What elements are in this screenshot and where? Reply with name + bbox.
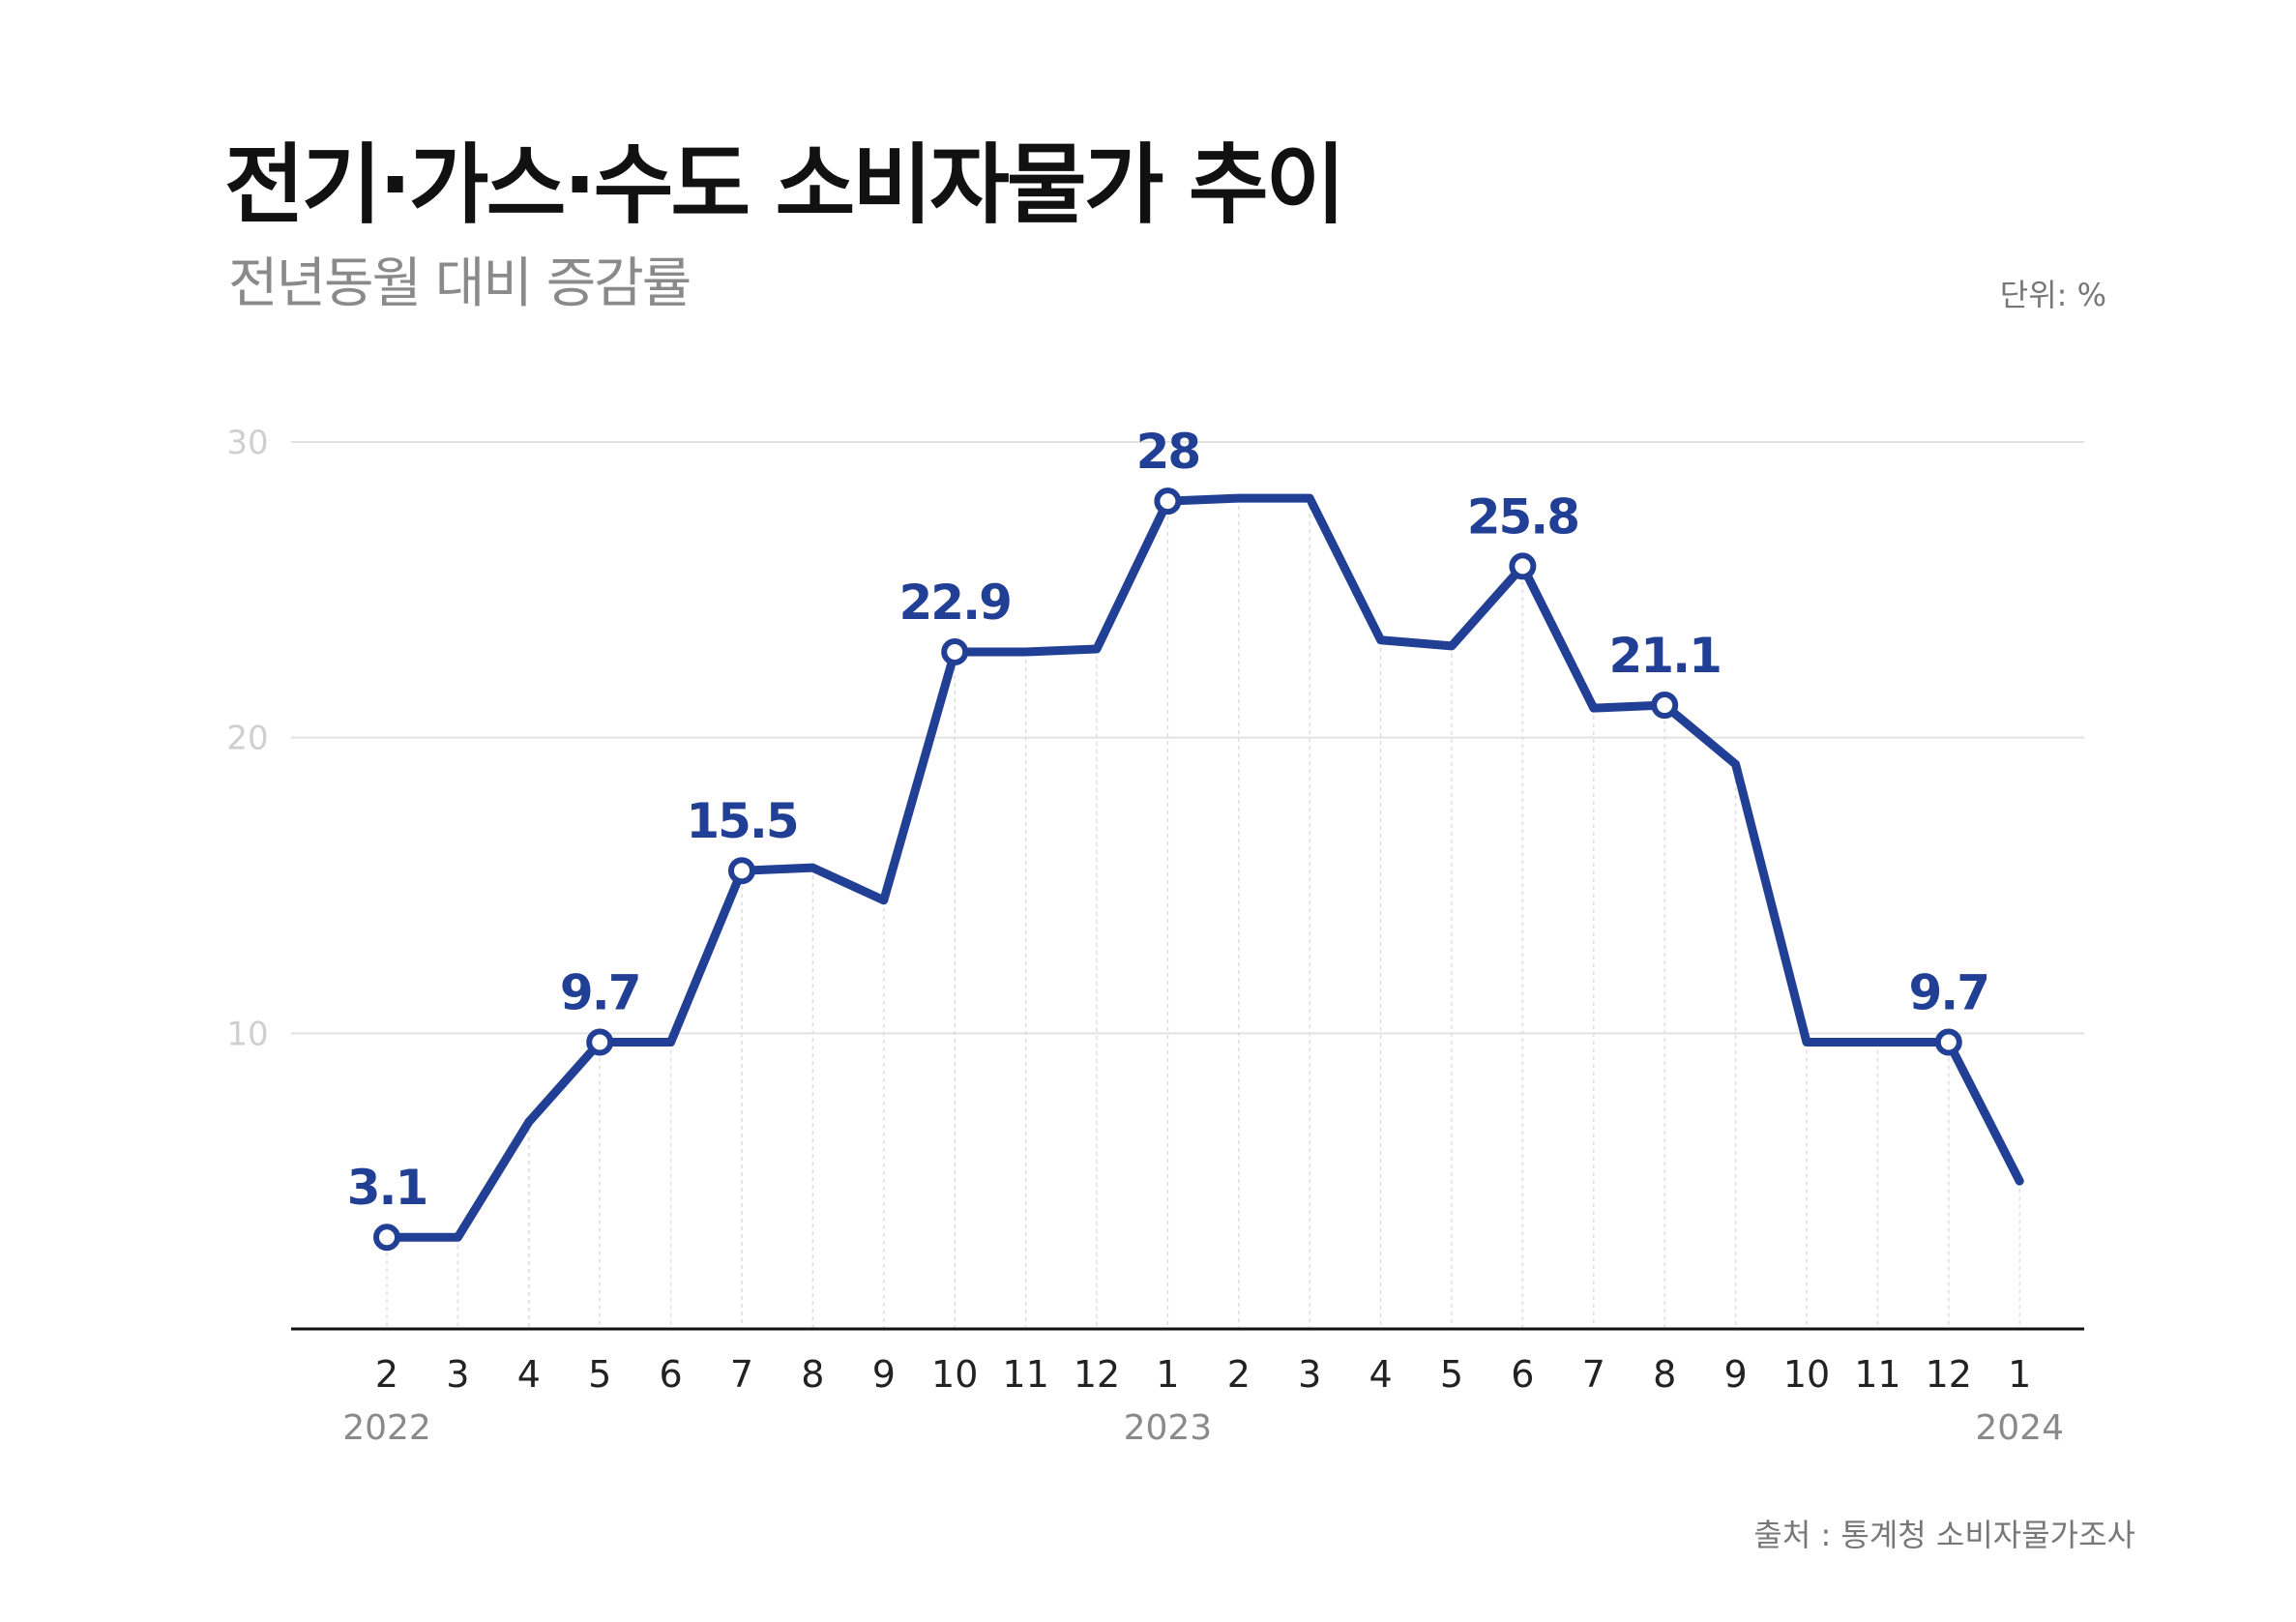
x-tick-label: 10 xyxy=(931,1353,978,1396)
chart-title: 전기·가스·수도 소비자물가 추이 xyxy=(224,134,1345,236)
data-label: 21.1 xyxy=(1609,628,1721,684)
chart-subtitle: 전년동월 대비 증감률 xyxy=(228,252,692,315)
x-tick-label: 6 xyxy=(660,1353,683,1396)
x-tick-label: 5 xyxy=(1440,1353,1463,1396)
x-tick-label: 7 xyxy=(730,1353,753,1396)
x-tick-label: 9 xyxy=(872,1353,896,1396)
data-label: 15.5 xyxy=(686,793,797,849)
x-tick-label: 4 xyxy=(517,1353,541,1396)
data-label: 28 xyxy=(1136,424,1200,480)
x-tick-label: 3 xyxy=(1298,1353,1321,1396)
x-tick-label: 2 xyxy=(1227,1353,1251,1396)
data-point-marker xyxy=(728,857,755,885)
data-label: 9.7 xyxy=(560,965,640,1021)
data-point-marker xyxy=(941,638,969,666)
data-point-marker xyxy=(586,1028,614,1056)
x-tick-label: 3 xyxy=(446,1353,469,1396)
data-point-marker xyxy=(1651,692,1679,720)
x-tick-label: 8 xyxy=(801,1353,824,1396)
x-tick-label: 11 xyxy=(1854,1353,1900,1396)
source-note: 출처 : 통계청 소비자물가조사 xyxy=(1753,1517,2135,1553)
year-label: 2023 xyxy=(1124,1408,1213,1448)
year-label: 2024 xyxy=(1975,1408,2064,1448)
x-tick-label: 11 xyxy=(1002,1353,1048,1396)
y-tick-label: 10 xyxy=(226,1015,268,1053)
series-line xyxy=(382,493,2024,1242)
x-tick-label: 7 xyxy=(1582,1353,1605,1396)
x-tick-label: 6 xyxy=(1511,1353,1534,1396)
data-label: 9.7 xyxy=(1909,965,1989,1021)
data-label: 3.1 xyxy=(347,1160,427,1216)
data-label: 25.8 xyxy=(1467,488,1578,545)
unit-label: 단위: % xyxy=(1999,277,2106,313)
x-tick-label: 1 xyxy=(2008,1353,2031,1396)
y-tick-label: 20 xyxy=(226,720,268,758)
data-point-marker xyxy=(373,1224,400,1252)
x-tick-label: 1 xyxy=(1156,1353,1179,1396)
data-point-marker xyxy=(1154,487,1182,516)
x-tick-label: 12 xyxy=(1926,1353,1972,1396)
x-tick-label: 12 xyxy=(1074,1353,1120,1396)
data-point-marker xyxy=(1509,552,1537,580)
data-point-marker xyxy=(1934,1028,1962,1056)
x-tick-label: 5 xyxy=(588,1353,611,1396)
data-label: 22.9 xyxy=(899,575,1011,631)
year-label: 2022 xyxy=(342,1408,431,1448)
x-tick-label: 2 xyxy=(375,1353,398,1396)
x-tick-label: 8 xyxy=(1653,1353,1676,1396)
x-tick-label: 9 xyxy=(1724,1353,1748,1396)
y-tick-label: 30 xyxy=(226,424,268,462)
x-tick-label: 10 xyxy=(1783,1353,1830,1396)
x-tick-label: 4 xyxy=(1369,1353,1393,1396)
